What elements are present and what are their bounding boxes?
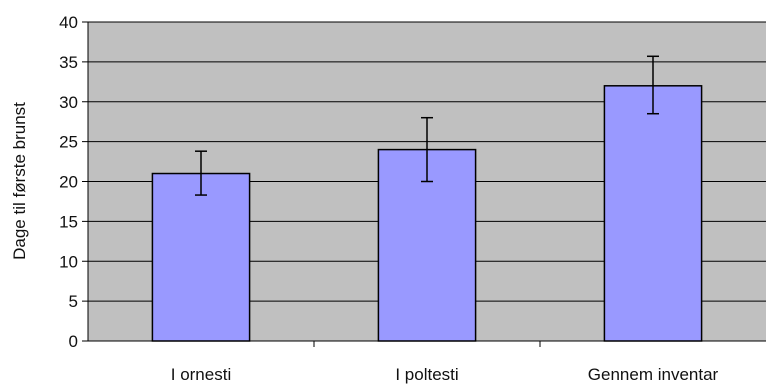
y-tick-label: 0 bbox=[69, 332, 78, 351]
error-bars bbox=[195, 55, 659, 196]
y-tick-label: 30 bbox=[59, 93, 78, 112]
y-tick-label: 40 bbox=[59, 13, 78, 32]
x-category-label: I poltesti bbox=[395, 365, 458, 384]
y-tick-label: 35 bbox=[59, 53, 78, 72]
bar bbox=[151, 172, 251, 342]
x-category-label: I ornesti bbox=[171, 365, 231, 384]
y-tick-label: 5 bbox=[69, 292, 78, 311]
y-tick-label: 10 bbox=[59, 252, 78, 271]
y-tick-label: 20 bbox=[59, 173, 78, 192]
bar bbox=[603, 85, 703, 342]
x-category-label: Gennem inventar bbox=[588, 365, 719, 384]
y-axis-title: Dage til første brunst bbox=[10, 102, 29, 260]
y-tick-label: 25 bbox=[59, 133, 78, 152]
y-tick-label: 15 bbox=[59, 212, 78, 231]
y-ticks: 0 5 10 15 20 25 30 35 40 bbox=[59, 13, 88, 351]
x-category-labels: I ornesti I poltesti Gennem inventar bbox=[171, 341, 719, 384]
